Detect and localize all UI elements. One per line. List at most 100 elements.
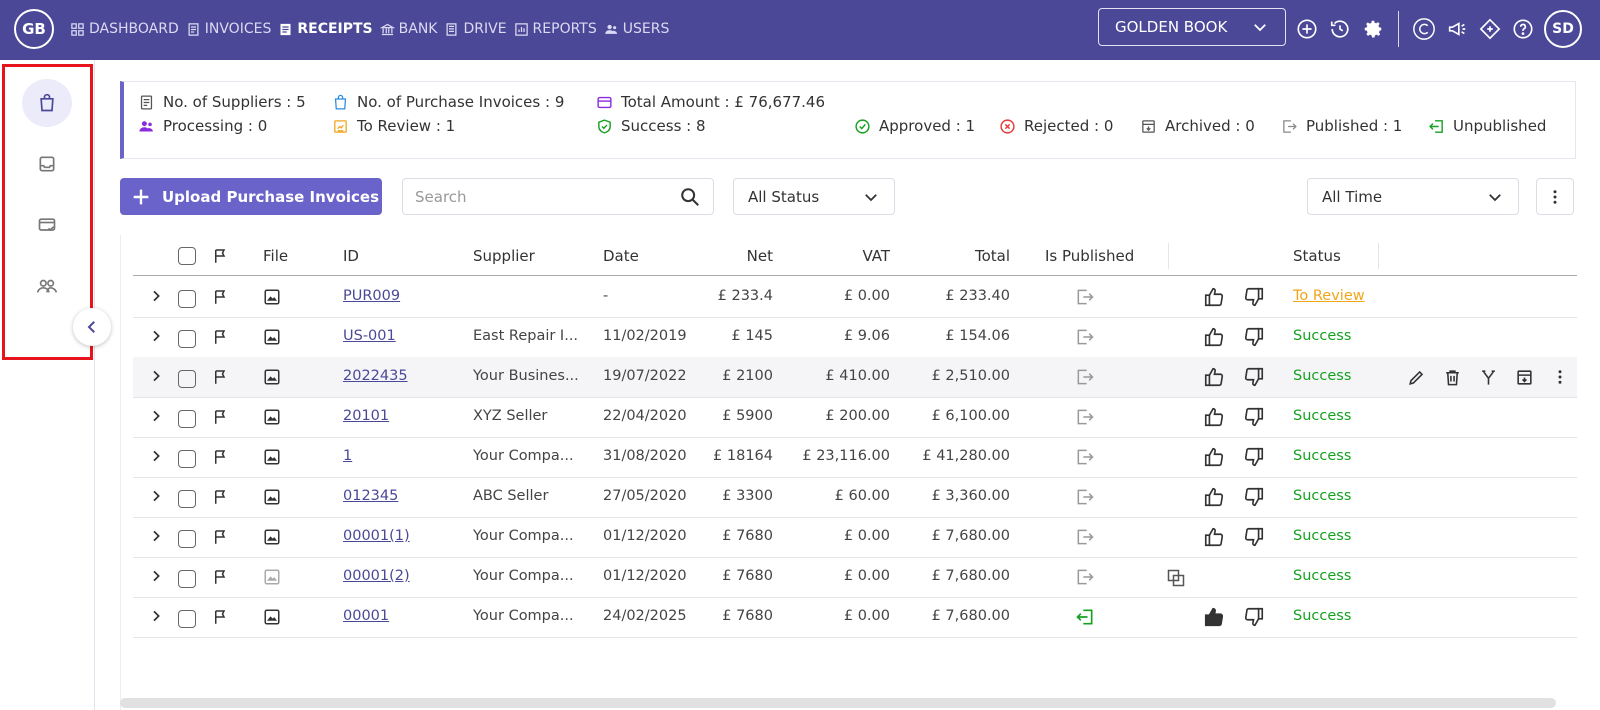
invoice-id-link[interactable]: 00001(2) <box>343 568 410 584</box>
sidebar-item-inbox[interactable] <box>22 140 72 188</box>
publish-icon[interactable] <box>1075 527 1095 547</box>
thumbs-down-icon[interactable] <box>1243 446 1265 468</box>
thumbs-up-icon[interactable] <box>1203 406 1225 428</box>
sidebar-item-suppliers[interactable] <box>22 262 72 310</box>
row-checkbox[interactable] <box>178 570 196 588</box>
invoice-id-link[interactable]: 00001(1) <box>343 528 410 544</box>
history-icon[interactable] <box>1328 17 1352 41</box>
invoice-id-link[interactable]: 00001 <box>343 608 390 624</box>
flag-icon[interactable] <box>212 448 230 466</box>
thumbs-up-icon[interactable] <box>1203 606 1225 628</box>
row-checkbox[interactable] <box>178 610 196 628</box>
more-vertical-icon[interactable] <box>1551 368 1569 386</box>
thumbs-down-icon[interactable] <box>1243 486 1265 508</box>
header-date[interactable]: Date <box>603 247 639 265</box>
puzzle-icon[interactable] <box>1478 17 1502 41</box>
thumbs-up-icon[interactable] <box>1203 286 1225 308</box>
table-row[interactable]: 2022435 Your Busines... 19/07/2022 £ 2100 £ … <box>133 357 1577 398</box>
image-icon[interactable] <box>263 488 281 506</box>
thumbs-up-icon[interactable] <box>1203 366 1225 388</box>
image-icon[interactable] <box>263 368 281 386</box>
flag-icon[interactable] <box>212 568 230 586</box>
chevron-right-icon[interactable] <box>148 488 164 504</box>
image-icon[interactable] <box>263 528 281 546</box>
publish-icon[interactable] <box>1075 487 1095 507</box>
image-icon[interactable] <box>263 328 281 346</box>
nav-item-dashboard[interactable]: DASHBOARD <box>70 21 179 37</box>
publish-icon[interactable] <box>1075 407 1095 427</box>
flag-icon[interactable] <box>212 328 230 346</box>
thumbs-down-icon[interactable] <box>1243 326 1265 348</box>
plus-circle-icon[interactable] <box>1295 17 1319 41</box>
chevron-right-icon[interactable] <box>148 368 164 384</box>
nav-item-drive[interactable]: DRIVE <box>444 21 507 37</box>
thumbs-down-icon[interactable] <box>1243 366 1265 388</box>
flag-icon[interactable] <box>212 608 230 626</box>
invoice-id-link[interactable]: 2022435 <box>343 368 408 384</box>
unpublish-icon[interactable] <box>1075 607 1095 627</box>
row-checkbox[interactable] <box>178 330 196 348</box>
image-icon[interactable] <box>263 608 281 626</box>
table-row[interactable]: 20101 XYZ Seller 22/04/2020 £ 5900 £ 200.00 £… <box>133 397 1577 438</box>
row-checkbox[interactable] <box>178 410 196 428</box>
sidebar-collapse-button[interactable] <box>73 308 111 346</box>
flag-icon[interactable] <box>212 247 230 265</box>
more-options-button[interactable] <box>1536 178 1574 215</box>
sidebar-item-payments[interactable] <box>22 201 72 249</box>
user-avatar[interactable]: SD <box>1544 10 1582 48</box>
select-all-checkbox[interactable] <box>178 247 196 265</box>
invoice-id-link[interactable]: US-001 <box>343 328 396 344</box>
search-icon[interactable] <box>679 186 701 208</box>
image-icon[interactable] <box>263 408 281 426</box>
image-icon[interactable] <box>263 288 281 306</box>
image-icon[interactable] <box>263 448 281 466</box>
nav-item-users[interactable]: USERS <box>604 21 669 37</box>
table-row[interactable]: 00001(1) Your Compa... 01/12/2020 £ 7680 £ 0… <box>133 517 1577 558</box>
duplicate-icon[interactable] <box>1166 568 1186 588</box>
status-filter-select[interactable]: All Status <box>733 178 895 215</box>
header-status[interactable]: Status <box>1293 247 1341 265</box>
company-selector[interactable]: GOLDEN BOOK <box>1098 8 1286 46</box>
table-row[interactable]: 00001(2) Your Compa... 01/12/2020 £ 7680 £ 0… <box>133 557 1577 598</box>
thumbs-up-icon[interactable] <box>1203 526 1225 548</box>
invoice-id-link[interactable]: 20101 <box>343 408 390 424</box>
chevron-right-icon[interactable] <box>148 288 164 304</box>
header-net[interactable]: Net <box>746 247 773 265</box>
pencil-icon[interactable] <box>1407 368 1426 387</box>
flag-icon[interactable] <box>212 288 230 306</box>
split-icon[interactable] <box>1479 368 1498 387</box>
search-input[interactable] <box>415 187 655 206</box>
invoice-id-link[interactable]: 1 <box>343 448 353 464</box>
table-row[interactable]: US-001 East Repair I... 11/02/2019 £ 145 £ 9… <box>133 317 1577 358</box>
header-vat[interactable]: VAT <box>862 247 890 265</box>
thumbs-down-icon[interactable] <box>1243 526 1265 548</box>
table-row[interactable]: 012345 ABC Seller 27/05/2020 £ 3300 £ 60.00 £… <box>133 477 1577 518</box>
gear-icon[interactable] <box>1361 17 1385 41</box>
nav-item-invoices[interactable]: INVOICES <box>186 21 271 37</box>
invoice-id-link[interactable]: 012345 <box>343 488 399 504</box>
status-badge[interactable]: To Review <box>1293 288 1365 304</box>
chevron-right-icon[interactable] <box>148 328 164 344</box>
time-filter-select[interactable]: All Time <box>1307 178 1519 215</box>
header-file[interactable]: File <box>263 247 289 265</box>
megaphone-icon[interactable] <box>1445 17 1469 41</box>
header-total[interactable]: Total <box>974 247 1010 265</box>
upload-purchase-invoices-button[interactable]: Upload Purchase Invoices <box>120 178 382 215</box>
archive-icon[interactable] <box>1515 368 1534 387</box>
publish-icon[interactable] <box>1075 447 1095 467</box>
chevron-right-icon[interactable] <box>148 608 164 624</box>
header-id[interactable]: ID <box>343 247 359 265</box>
flag-icon[interactable] <box>212 488 230 506</box>
table-row[interactable]: PUR009 - £ 233.4 £ 0.00 £ 233.40 To Review <box>133 277 1577 318</box>
publish-icon[interactable] <box>1075 287 1095 307</box>
row-checkbox[interactable] <box>178 530 196 548</box>
flag-icon[interactable] <box>212 408 230 426</box>
table-row[interactable]: 1 Your Compa... 31/08/2020 £ 18164 £ 23,116.… <box>133 437 1577 478</box>
image-icon[interactable] <box>263 568 281 586</box>
publish-icon[interactable] <box>1075 567 1095 587</box>
thumbs-up-icon[interactable] <box>1203 446 1225 468</box>
thumbs-down-icon[interactable] <box>1243 286 1265 308</box>
row-checkbox[interactable] <box>178 490 196 508</box>
flag-icon[interactable] <box>212 528 230 546</box>
row-checkbox[interactable] <box>178 450 196 468</box>
